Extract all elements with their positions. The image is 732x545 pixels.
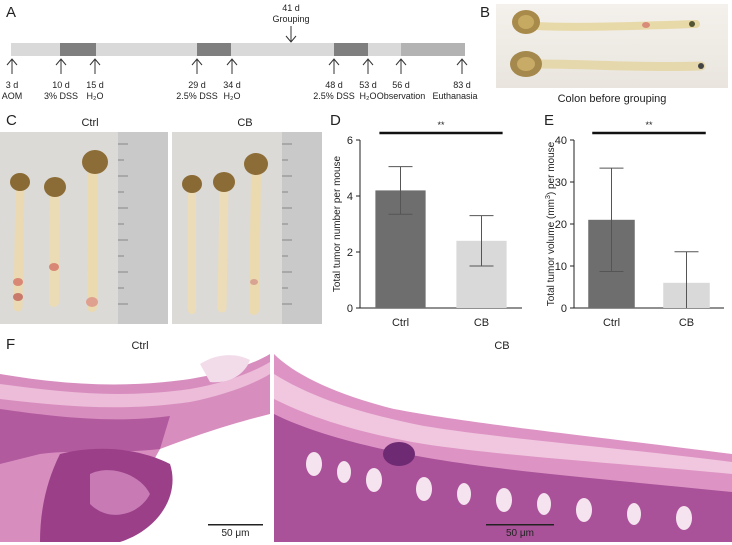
scale-bar-ctrl-label: 50 μm	[221, 528, 250, 539]
y-tick-label: 10	[555, 261, 567, 273]
arrow-up-icon	[6, 58, 18, 74]
event-label: 2.5% DSS	[313, 91, 355, 101]
significance-label: **	[437, 120, 445, 130]
event-day: 15 d	[86, 80, 104, 90]
y-tick-label: 0	[561, 303, 567, 315]
arrow-up-icon	[89, 58, 101, 74]
arrow-up-icon	[395, 58, 407, 74]
timeline: 41 d Grouping 3 d AOM 10 d 3% DSS 15 d H…	[0, 0, 480, 110]
chart-tumor-number: 0 2 4 6 Total tumor number per mouse Ctrl CB **	[332, 120, 522, 329]
grouping-arrow-icon	[285, 26, 297, 43]
panel-c-label-ctrl: Ctrl	[81, 117, 99, 129]
colon-photo-cb	[172, 132, 322, 324]
x-tick-label: Ctrl	[603, 317, 620, 329]
y-tick-label: 6	[347, 135, 353, 147]
event-label: 2.5% DSS	[176, 91, 218, 101]
colon-photo-ctrl	[0, 132, 168, 324]
panel-label-d: D	[330, 112, 341, 129]
y-tick-label: 4	[347, 191, 353, 203]
event-day: 34 d	[223, 80, 241, 90]
grouping-day: 41 d	[282, 3, 300, 13]
colon-photo-before-grouping	[496, 4, 728, 88]
event-day: 56 d	[392, 80, 410, 90]
x-tick-label: CB	[474, 317, 489, 329]
y-tick-label: 30	[555, 177, 567, 189]
event-day: 83 d	[453, 80, 471, 90]
event-label: H₂O	[223, 91, 241, 101]
x-tick-label: CB	[679, 317, 694, 329]
histology-ctrl: 50 μm	[0, 354, 270, 542]
y-tick-label: 40	[555, 135, 567, 147]
grouping-label: Grouping	[272, 14, 310, 24]
panel-b-caption: Colon before grouping	[557, 93, 667, 105]
event-label: H₂O	[86, 91, 104, 101]
event-day: 3 d	[5, 80, 19, 90]
y-axis-label: Total tumor volume (mm3) per mouse	[545, 141, 557, 306]
event-day: 53 d	[359, 80, 377, 90]
arrow-up-icon	[55, 58, 67, 74]
event-day: 29 d	[188, 80, 206, 90]
arrow-up-icon	[362, 58, 374, 74]
timeline-arrows	[6, 58, 468, 74]
significance-label: **	[645, 120, 653, 130]
event-label: H₂O	[359, 91, 377, 101]
arrow-up-icon	[328, 58, 340, 74]
event-day: 48 d	[325, 80, 343, 90]
event-label: Euthanasia	[432, 91, 478, 101]
panel-label-f: F	[6, 336, 16, 353]
timeline-bar-dss-2	[197, 43, 231, 56]
timeline-bar-dss-1	[60, 43, 96, 56]
event-day: 10 d	[52, 80, 70, 90]
y-tick-label: 0	[347, 303, 353, 315]
arrow-up-icon	[226, 58, 238, 74]
panel-f-label-cb: CB	[494, 340, 510, 352]
panel-label-b: B	[480, 4, 491, 21]
y-axis-label: Total tumor number per mouse	[332, 155, 343, 292]
timeline-bar-observation	[401, 43, 465, 56]
x-tick-label: Ctrl	[392, 317, 409, 329]
timeline-bar-dss-3	[334, 43, 368, 56]
arrow-up-icon	[191, 58, 203, 74]
histology-cb: 50 μm	[274, 354, 732, 542]
panel-label-e: E	[544, 112, 555, 129]
panel-f-label-ctrl: Ctrl	[131, 340, 149, 352]
y-tick-label: 20	[555, 219, 567, 231]
event-label: Observation	[376, 91, 426, 101]
arrow-up-icon	[456, 58, 468, 74]
event-label: 3% DSS	[43, 91, 78, 101]
y-tick-label: 2	[347, 247, 353, 259]
panel-c-label-cb: CB	[237, 117, 253, 129]
event-label: AOM	[1, 91, 23, 101]
panel-label-c: C	[6, 112, 17, 129]
scale-bar-cb-label: 50 μm	[506, 528, 534, 539]
panel-label-a: A	[6, 4, 17, 21]
